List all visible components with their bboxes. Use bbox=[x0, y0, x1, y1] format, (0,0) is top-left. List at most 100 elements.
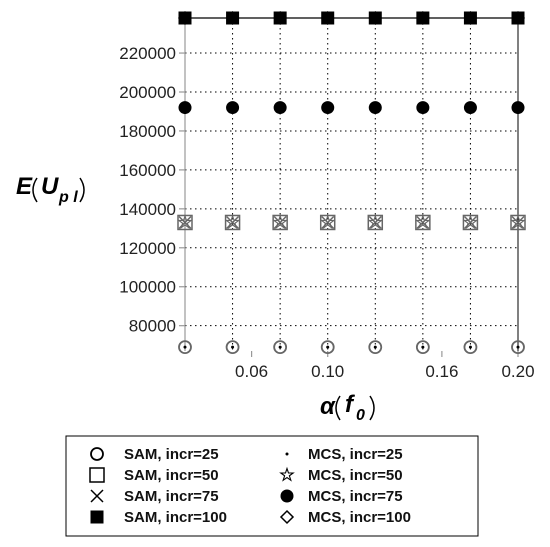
data-point bbox=[368, 10, 383, 26]
y-axis-label: E U p l bbox=[16, 173, 85, 206]
svg-text:α: α bbox=[320, 393, 336, 420]
x-tick-labels: 0.06 0.10 0.16 0.20 bbox=[235, 351, 535, 381]
x-tick-label: 0.10 bbox=[311, 362, 344, 381]
data-point bbox=[225, 10, 240, 26]
data-point bbox=[177, 214, 193, 230]
data-point bbox=[321, 11, 335, 25]
legend-marker bbox=[279, 466, 295, 482]
data-point bbox=[415, 10, 430, 26]
data-point bbox=[511, 11, 525, 25]
data-point bbox=[273, 101, 287, 115]
y-tick-labels: 80000 100000 120000 140000 160000 180000 20000… bbox=[119, 44, 185, 336]
data-point bbox=[278, 345, 282, 349]
svg-text:E: E bbox=[16, 173, 33, 200]
data-point bbox=[416, 101, 430, 115]
data-point bbox=[226, 101, 240, 115]
y-tick-label: 160000 bbox=[119, 161, 176, 180]
legend-label: MCS, incr=50 bbox=[308, 467, 403, 484]
data-point bbox=[226, 215, 240, 230]
data-point bbox=[326, 345, 330, 349]
svg-text:0: 0 bbox=[356, 407, 365, 424]
legend-marker bbox=[89, 467, 105, 483]
data-point bbox=[225, 340, 240, 355]
legend-marker bbox=[280, 489, 294, 503]
legend-label: SAM, incr=100 bbox=[124, 509, 227, 526]
data-point bbox=[511, 340, 525, 355]
data-point bbox=[367, 214, 384, 230]
data-point bbox=[463, 215, 477, 230]
y-tick-label: 120000 bbox=[119, 239, 176, 258]
data-point bbox=[463, 340, 478, 355]
data-point bbox=[320, 10, 335, 26]
legend-label: MCS, incr=25 bbox=[308, 446, 403, 463]
data-point bbox=[415, 340, 430, 355]
data-point bbox=[273, 11, 287, 25]
legend-marker bbox=[90, 510, 104, 524]
data-point bbox=[463, 101, 477, 115]
data-point bbox=[462, 214, 479, 230]
data-points bbox=[177, 10, 526, 355]
data-point bbox=[463, 11, 477, 25]
data-point bbox=[463, 10, 478, 26]
data-point bbox=[177, 10, 193, 26]
x-tick-label: 0.16 bbox=[425, 362, 458, 381]
grid-lines bbox=[184, 18, 519, 351]
data-point bbox=[368, 215, 382, 230]
y-tick-label: 100000 bbox=[119, 278, 176, 297]
y-tick-label: 140000 bbox=[119, 200, 176, 219]
data-point bbox=[273, 215, 287, 230]
data-point bbox=[510, 10, 526, 26]
y-tick-label: 180000 bbox=[119, 122, 176, 141]
data-point bbox=[510, 214, 526, 230]
data-point bbox=[226, 11, 240, 25]
data-point bbox=[273, 340, 288, 355]
y-tick-label: 220000 bbox=[119, 44, 176, 63]
svg-text:p l: p l bbox=[58, 189, 78, 206]
data-point bbox=[320, 340, 335, 355]
data-point bbox=[319, 214, 336, 230]
legend-marker bbox=[90, 489, 104, 503]
legend-label: MCS, incr=100 bbox=[308, 509, 411, 526]
data-point bbox=[511, 215, 525, 230]
data-point bbox=[224, 214, 241, 230]
legend-label: MCS, incr=75 bbox=[308, 488, 403, 505]
data-point bbox=[231, 345, 235, 349]
data-point bbox=[368, 101, 382, 115]
legend-label: SAM, incr=75 bbox=[124, 488, 219, 505]
data-point bbox=[272, 214, 288, 230]
data-point bbox=[183, 345, 187, 349]
data-point bbox=[178, 101, 192, 115]
legend-marker bbox=[90, 447, 104, 461]
svg-text:f: f bbox=[345, 391, 355, 418]
legend-label: SAM, incr=25 bbox=[124, 446, 219, 463]
data-point bbox=[178, 340, 192, 355]
x-axis-label: α f 0 bbox=[320, 391, 375, 424]
data-point bbox=[178, 215, 192, 230]
data-point bbox=[178, 11, 192, 25]
legend: SAM, incr=25 MCS, incr=25 SAM, incr=50 MCS,… bbox=[89, 446, 411, 526]
legend-marker bbox=[285, 452, 289, 456]
data-point bbox=[416, 215, 430, 230]
data-point bbox=[468, 345, 472, 349]
y-tick-label: 200000 bbox=[119, 83, 176, 102]
data-point bbox=[511, 101, 525, 115]
x-tick-label: 0.20 bbox=[501, 362, 534, 381]
data-point bbox=[368, 11, 382, 25]
data-point bbox=[368, 340, 383, 355]
data-point bbox=[321, 215, 335, 230]
data-point bbox=[421, 345, 425, 349]
data-point bbox=[373, 345, 377, 349]
data-point bbox=[321, 101, 335, 115]
y-tick-label: 80000 bbox=[129, 317, 176, 336]
data-point bbox=[416, 11, 430, 25]
legend-label: SAM, incr=50 bbox=[124, 467, 219, 484]
legend-box bbox=[65, 435, 479, 537]
x-tick-label: 0.06 bbox=[235, 362, 268, 381]
data-point bbox=[415, 214, 431, 230]
axes bbox=[184, 17, 519, 351]
data-point bbox=[273, 10, 288, 26]
legend-marker bbox=[279, 509, 295, 525]
svg-text:U: U bbox=[41, 173, 59, 200]
data-point bbox=[516, 345, 520, 349]
